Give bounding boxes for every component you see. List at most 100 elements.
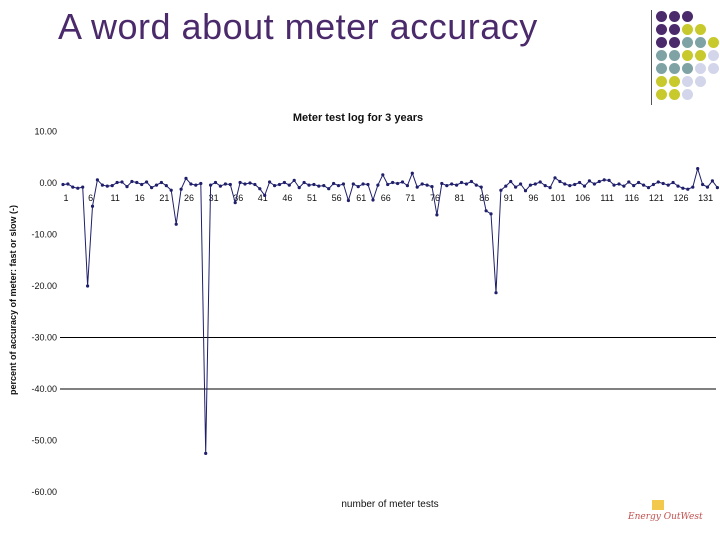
decorative-dot bbox=[669, 76, 680, 87]
data-point bbox=[332, 181, 336, 186]
data-point bbox=[297, 186, 301, 190]
data-point bbox=[523, 189, 528, 193]
data-point bbox=[277, 182, 282, 187]
data-point bbox=[538, 180, 542, 184]
x-tick-label: 11 bbox=[111, 193, 120, 203]
data-point bbox=[213, 180, 218, 185]
data-point bbox=[86, 284, 90, 288]
data-point bbox=[715, 186, 720, 190]
data-point bbox=[519, 182, 523, 186]
data-point bbox=[632, 184, 636, 188]
data-point bbox=[145, 180, 149, 184]
decorative-dot bbox=[682, 89, 693, 100]
data-point bbox=[268, 180, 272, 184]
decorative-dot bbox=[656, 37, 667, 48]
data-point bbox=[204, 451, 208, 455]
data-point bbox=[405, 184, 409, 188]
y-tick-label: -30.00 bbox=[31, 333, 57, 343]
data-point bbox=[587, 179, 592, 183]
data-point bbox=[120, 180, 124, 184]
data-point bbox=[258, 187, 262, 191]
x-tick-label: 91 bbox=[504, 193, 514, 203]
decorative-dot bbox=[695, 50, 706, 61]
data-point bbox=[710, 179, 715, 183]
decorative-dot bbox=[656, 63, 667, 74]
data-point bbox=[209, 183, 213, 187]
data-point bbox=[582, 184, 587, 188]
data-point bbox=[391, 180, 395, 185]
data-point bbox=[322, 184, 326, 188]
data-point bbox=[81, 185, 85, 189]
data-point bbox=[307, 183, 311, 187]
data-point bbox=[474, 183, 478, 187]
data-point bbox=[282, 180, 286, 185]
data-point bbox=[169, 188, 173, 192]
x-tick-label: 26 bbox=[184, 193, 194, 203]
data-point bbox=[194, 183, 198, 187]
data-point bbox=[435, 213, 439, 217]
data-point bbox=[671, 180, 675, 185]
data-point bbox=[238, 180, 242, 185]
y-tick-label: -50.00 bbox=[31, 436, 57, 446]
data-point bbox=[445, 184, 449, 188]
data-point bbox=[150, 186, 154, 190]
data-point bbox=[602, 178, 606, 182]
data-point bbox=[199, 181, 203, 186]
x-tick-label: 31 bbox=[209, 193, 219, 203]
data-point bbox=[563, 182, 567, 186]
data-point bbox=[440, 181, 444, 186]
data-point bbox=[656, 180, 660, 184]
data-point bbox=[691, 185, 695, 189]
data-point bbox=[696, 167, 700, 171]
decorative-dot bbox=[682, 63, 693, 74]
data-point bbox=[105, 184, 109, 188]
y-tick-label: -20.00 bbox=[31, 281, 57, 291]
data-point bbox=[459, 180, 464, 185]
data-point bbox=[681, 186, 685, 190]
decorative-dot bbox=[682, 37, 693, 48]
decorative-dot bbox=[656, 50, 667, 61]
data-point bbox=[302, 180, 306, 185]
data-point bbox=[410, 171, 414, 175]
x-tick-label: 1 bbox=[63, 193, 68, 203]
data-point bbox=[135, 180, 139, 185]
data-point bbox=[622, 184, 626, 188]
data-point bbox=[253, 182, 257, 187]
x-tick-label: 106 bbox=[575, 193, 590, 203]
data-point bbox=[184, 176, 188, 180]
decorative-dot bbox=[656, 24, 667, 35]
data-point bbox=[415, 185, 419, 189]
data-point bbox=[666, 183, 670, 187]
data-point bbox=[341, 182, 345, 186]
data-point bbox=[327, 187, 331, 191]
data-point bbox=[469, 179, 473, 184]
x-tick-label: 76 bbox=[430, 193, 440, 203]
data-point bbox=[676, 184, 680, 188]
data-point bbox=[578, 180, 582, 185]
logo: Energy OutWest bbox=[628, 512, 703, 522]
data-point bbox=[292, 178, 296, 182]
data-point bbox=[154, 183, 159, 187]
data-point bbox=[317, 184, 321, 188]
data-point bbox=[484, 209, 488, 213]
data-point bbox=[479, 185, 483, 189]
data-point bbox=[174, 222, 178, 226]
decorative-dot bbox=[695, 24, 706, 35]
data-point bbox=[100, 183, 104, 187]
data-point bbox=[223, 182, 227, 186]
data-point bbox=[499, 188, 503, 192]
data-point bbox=[336, 184, 341, 188]
x-tick-label: 41 bbox=[258, 193, 268, 203]
y-tick-label: 0.00 bbox=[39, 178, 57, 188]
data-point bbox=[597, 179, 601, 184]
decorative-dot bbox=[695, 37, 706, 48]
x-tick-label: 81 bbox=[455, 193, 465, 203]
data-point bbox=[543, 184, 547, 188]
y-tick-label: -40.00 bbox=[31, 384, 57, 394]
y-tick-label: 10.00 bbox=[34, 127, 57, 137]
y-tick-label: -10.00 bbox=[31, 230, 57, 240]
data-point bbox=[450, 182, 454, 186]
data-point bbox=[548, 186, 552, 190]
data-point bbox=[425, 183, 429, 187]
